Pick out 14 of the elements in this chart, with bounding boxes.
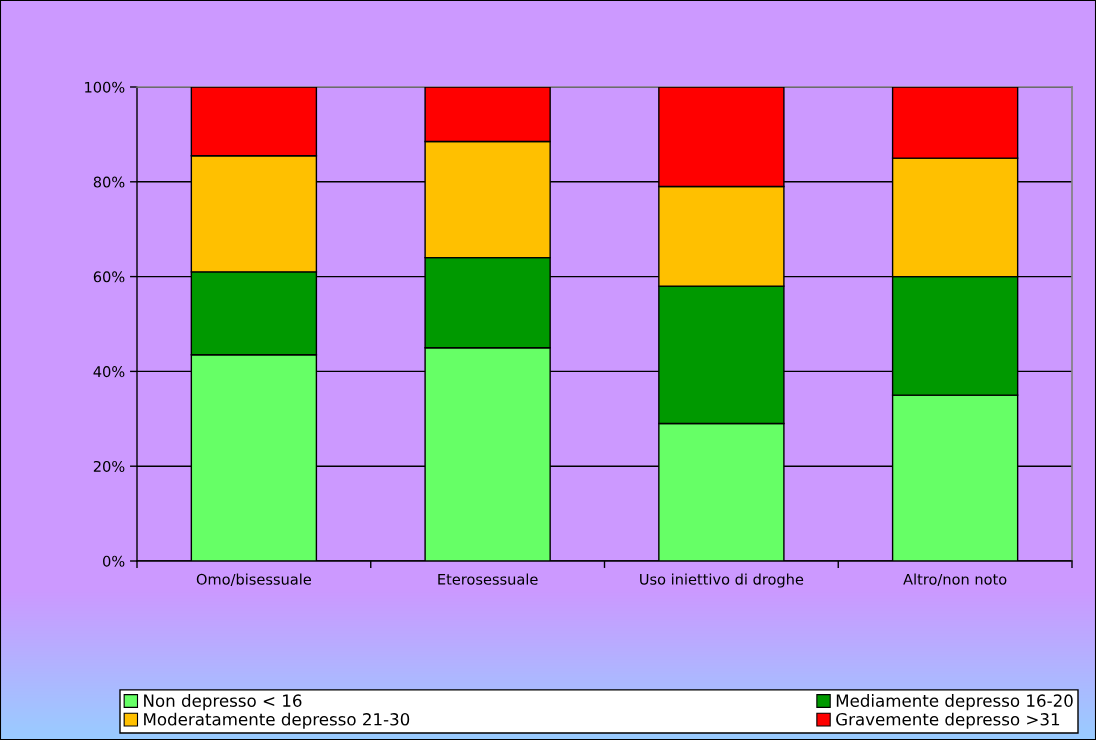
x-tick-label: Uso iniettivo di droghe: [640, 573, 804, 588]
legend-label: Gravemente depresso >31: [836, 712, 1060, 729]
y-tick-label: 20%: [93, 460, 125, 472]
legend-label: Mediamente depresso 16-20: [836, 694, 1073, 711]
y-tick-label: 0%: [103, 555, 125, 567]
legend-label: Non depresso < 16: [144, 694, 302, 711]
x-tick-label: Omo/bisessuale: [196, 573, 311, 586]
y-tick-label: 40%: [93, 366, 125, 378]
x-tick-label: Eterosessuale: [438, 573, 538, 585]
legend-label: Moderatamente depresso 21-30: [144, 712, 410, 729]
y-tick-label: 100%: [85, 81, 125, 93]
x-tick-label: Altro/non noto: [903, 573, 1007, 586]
y-tick-label: 80%: [93, 176, 125, 188]
y-tick-label: 60%: [93, 271, 125, 283]
